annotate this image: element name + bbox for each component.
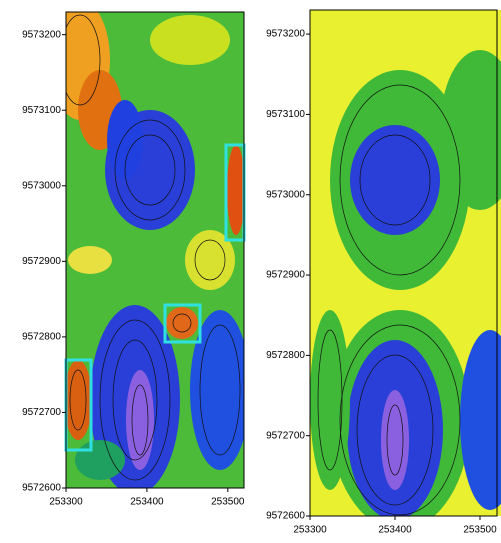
page: {"chart_data": [ {"type": "contour", "xl… [0,0,501,543]
contour-field-right [310,10,501,530]
x-tick-label: 253500 [211,497,245,508]
y-tick-label: 9572700 [22,407,61,418]
y-tick-label: 9572900 [266,270,305,281]
contour-field-left [50,0,250,495]
y-tick-label: 9572800 [266,350,305,361]
y-tick-label: 9573000 [266,189,305,200]
y-tick-label: 9573000 [22,180,61,191]
y-tick-label: 9572700 [266,430,305,441]
x-tick-label: 253500 [463,525,497,536]
figure: 9572600 9572700 9572800 9572900 9573000 95731… [0,0,501,538]
x-tick-label: 253300 [49,497,83,508]
y-tick-label: 9573100 [22,105,61,116]
x-tick-label: 253400 [130,497,164,508]
x-tick-label: 253300 [293,525,327,536]
y-tick-label: 9573200 [22,29,61,40]
y-tick-label: 9572900 [22,256,61,267]
y-tick-label: 9573100 [266,109,305,120]
y-tick-label: 9573200 [266,29,305,40]
y-tick-label: 9572600 [22,483,61,494]
y-tick-label: 9572600 [266,511,305,522]
x-tick-label: 253400 [378,525,412,536]
y-tick-label: 9572800 [22,332,61,343]
